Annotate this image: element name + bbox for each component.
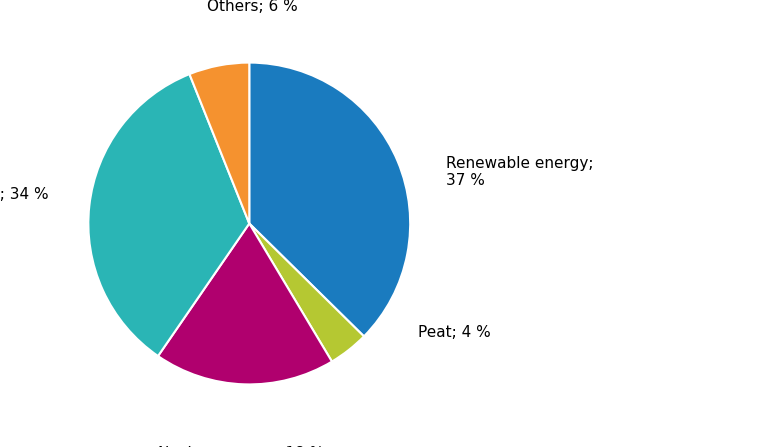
- Wedge shape: [88, 74, 249, 356]
- Text: Fossil fuels; 34 %: Fossil fuels; 34 %: [0, 187, 48, 202]
- Wedge shape: [249, 63, 410, 337]
- Text: Renewable energy;
37 %: Renewable energy; 37 %: [446, 156, 593, 188]
- Text: Others; 6 %: Others; 6 %: [207, 0, 298, 14]
- Wedge shape: [189, 63, 249, 224]
- Text: Nuclear energy; 18 %: Nuclear energy; 18 %: [158, 446, 324, 447]
- Wedge shape: [158, 224, 332, 384]
- Text: Peat; 4 %: Peat; 4 %: [418, 325, 491, 341]
- Wedge shape: [249, 224, 364, 362]
